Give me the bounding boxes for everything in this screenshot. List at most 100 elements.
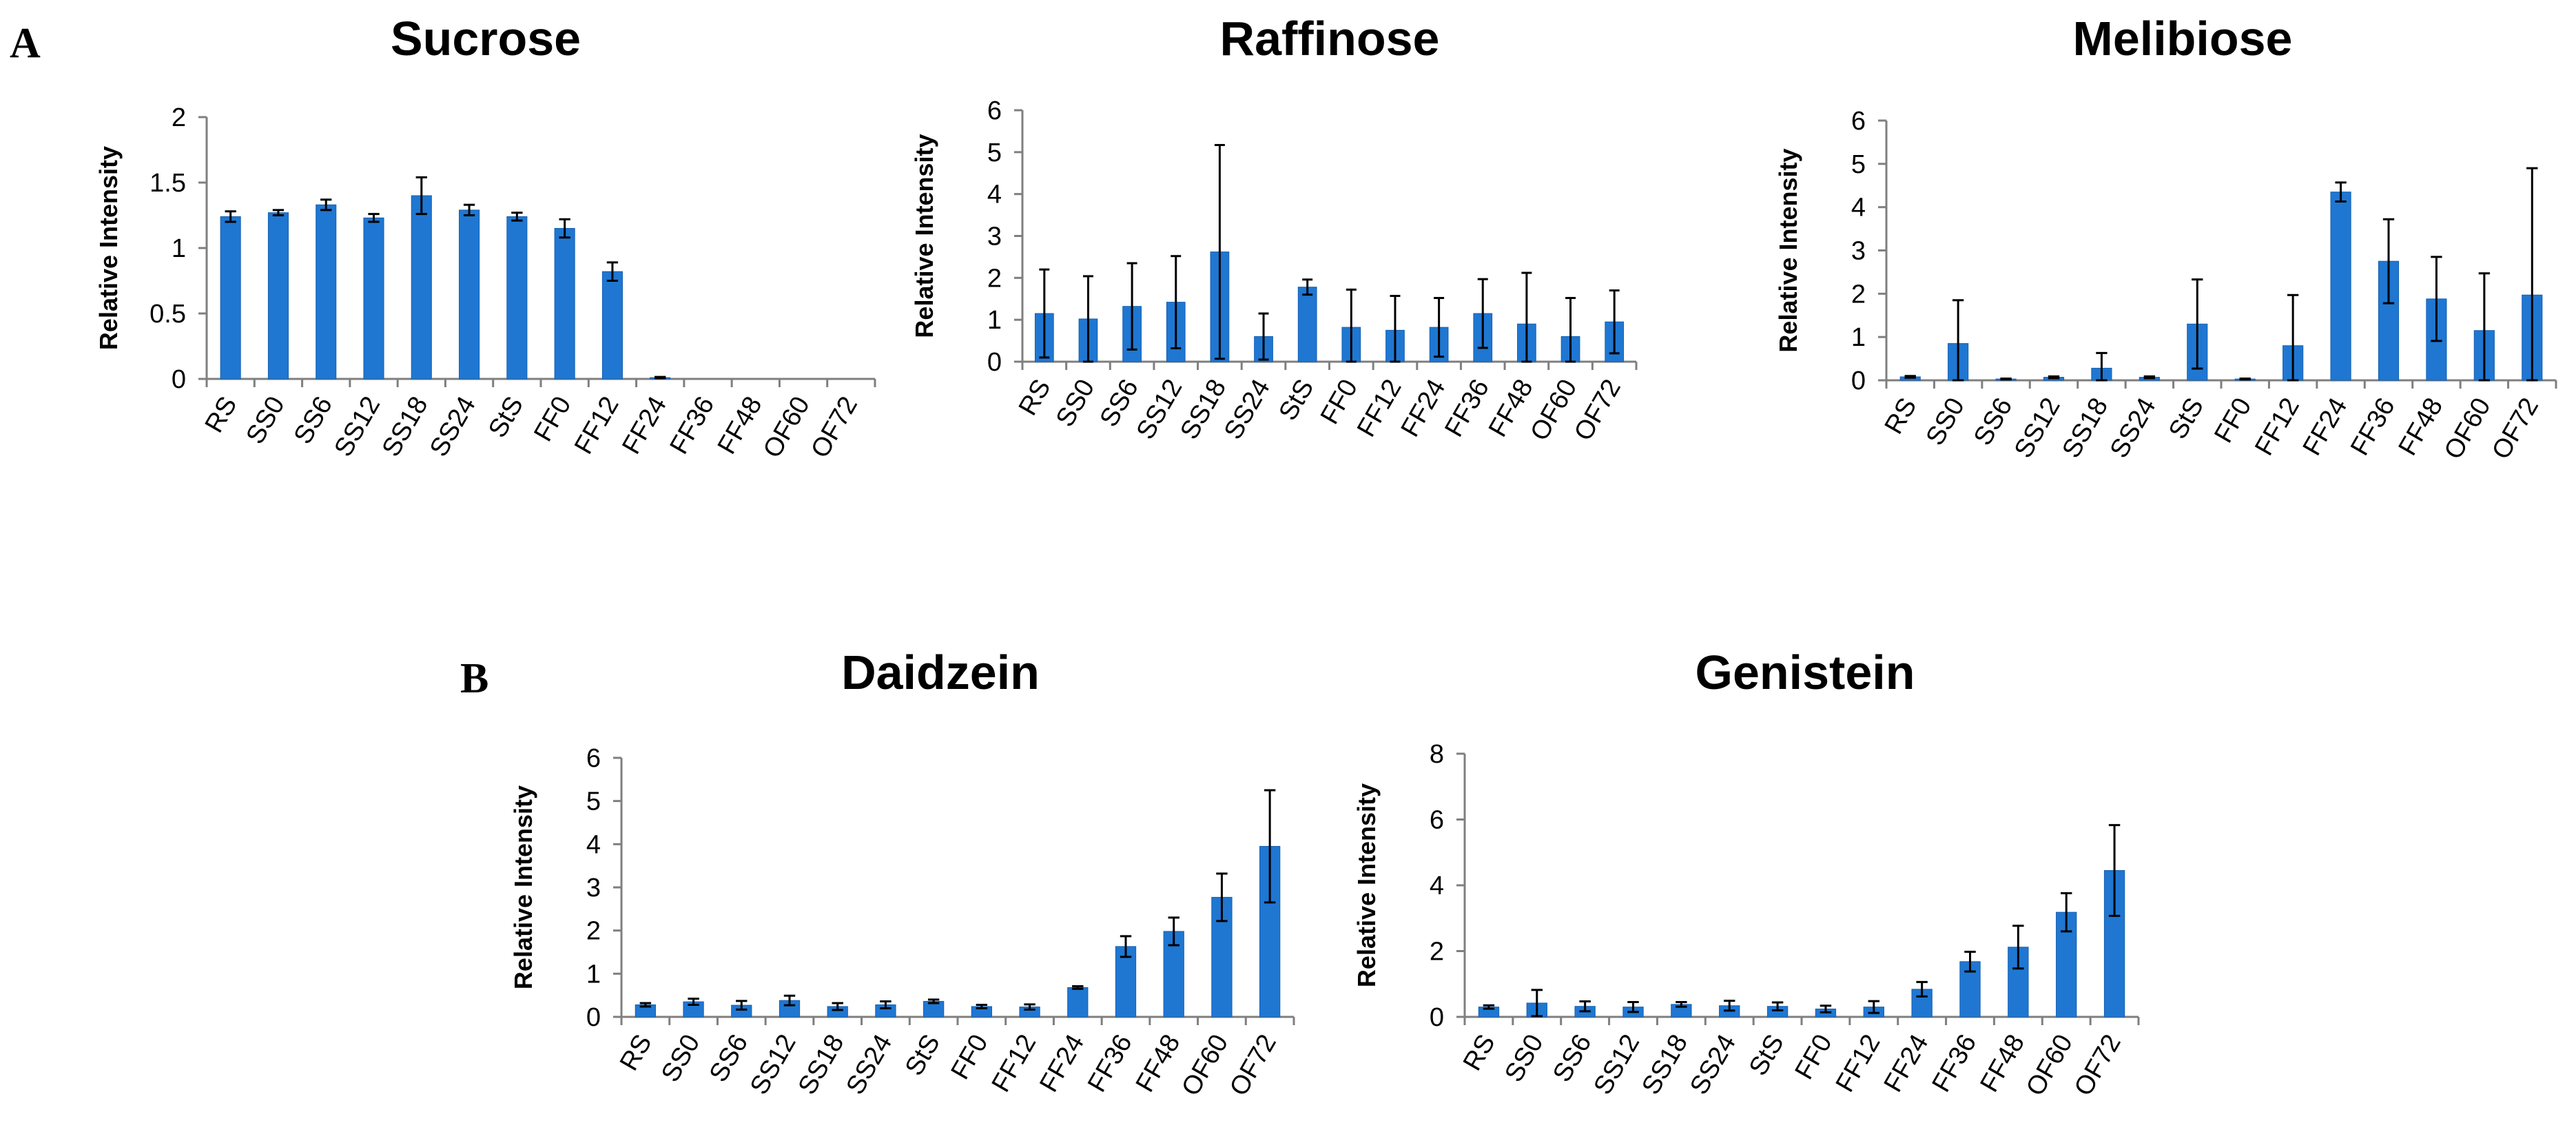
x-tick-label-melibiose-ff12: FF12 <box>2249 393 2305 461</box>
x-tick-label-sucrose-ff12: FF12 <box>569 392 625 460</box>
x-tick-label-genistein-ss6: SS6 <box>1547 1030 1597 1087</box>
error-bar-raffinose-ss12 <box>1171 255 1182 350</box>
x-tick-label-sucrose-ss0: SS0 <box>240 392 290 449</box>
x-tick-label-raffinose-ss0: SS0 <box>1051 375 1100 432</box>
x-tick-label-raffinose-ff24: FF24 <box>1396 375 1452 442</box>
chart-title-genistein: Genistein <box>1696 646 1915 699</box>
chart-title-raffinose: Raffinose <box>1220 12 1440 65</box>
x-tick-label-daidzein-ss12: SS12 <box>745 1030 802 1100</box>
x-tick-label-sucrose-ff36: FF36 <box>665 392 721 460</box>
error-bar-daidzein-ff12 <box>1024 1003 1035 1011</box>
error-bar-genistein-ff48 <box>2012 925 2024 970</box>
x-tick-label-melibiose-of72: OF72 <box>2486 393 2544 464</box>
error-bar-sucrose-sts <box>511 212 523 222</box>
y-axis-label-raffinose: Relative Intensity <box>910 134 938 338</box>
bar-raffinose-sts <box>1297 287 1317 362</box>
x-tick-label-melibiose-ff0: FF0 <box>2209 393 2257 449</box>
bar-sucrose-rs <box>220 216 241 380</box>
x-tick-label-sucrose-ff24: FF24 <box>617 392 672 460</box>
y-tick-label-melibiose: 0 <box>1851 367 1866 395</box>
error-bar-melibiose-rs <box>1904 375 1916 379</box>
y-tick-label-melibiose: 4 <box>1851 194 1866 223</box>
chart-title-sucrose: Sucrose <box>391 12 581 65</box>
error-bar-raffinose-ff12 <box>1390 294 1401 363</box>
x-tick-label-genistein-ff36: FF36 <box>1927 1030 1983 1097</box>
y-tick-label-daidzein: 3 <box>586 874 601 903</box>
error-bar-sucrose-ss18 <box>415 176 427 216</box>
error-bar-genistein-ff24 <box>1916 980 1928 998</box>
error-bar-sucrose-ff24 <box>655 375 666 380</box>
x-tick-label-genistein-ss18: SS18 <box>1636 1030 1693 1100</box>
error-bar-raffinose-ff48 <box>1521 271 1532 363</box>
error-bar-melibiose-ss24 <box>2143 375 2156 380</box>
x-tick-label-daidzein-ff24: FF24 <box>1034 1030 1090 1097</box>
y-tick-label-genistein: 6 <box>1430 806 1444 835</box>
error-bar-melibiose-ff0 <box>2239 377 2251 381</box>
error-bar-daidzein-of60 <box>1216 872 1228 922</box>
x-tick-label-melibiose-sts: StS <box>2163 393 2209 444</box>
x-tick-label-genistein-of60: OF60 <box>2021 1030 2079 1101</box>
y-tick-label-raffinose: 1 <box>987 306 1002 335</box>
bar-sucrose-ss12 <box>363 217 384 380</box>
error-bar-genistein-ss12 <box>1627 1001 1639 1013</box>
y-tick-label-daidzein: 2 <box>586 917 601 946</box>
error-bar-melibiose-ss0 <box>1952 299 1964 382</box>
x-tick-label-sucrose-ss24: SS24 <box>424 392 482 462</box>
x-tick-label-raffinose-of72: OF72 <box>1569 375 1627 446</box>
error-bar-genistein-ss24 <box>1723 1000 1735 1012</box>
x-tick-label-genistein-ss24: SS24 <box>1684 1030 1742 1100</box>
x-tick-label-daidzein-ff0: FF0 <box>945 1030 993 1085</box>
x-tick-label-melibiose-rs: RS <box>1879 393 1923 440</box>
x-tick-label-raffinose-ss24: SS24 <box>1219 375 1276 445</box>
error-bar-melibiose-sts <box>2192 278 2203 370</box>
x-tick-label-raffinose-ss18: SS18 <box>1175 375 1232 445</box>
x-tick-label-raffinose-sts: StS <box>1273 375 1319 426</box>
error-bar-genistein-ss18 <box>1676 1001 1687 1008</box>
x-tick-label-daidzein-sts: StS <box>900 1030 946 1081</box>
x-tick-label-daidzein-ss6: SS6 <box>704 1030 754 1087</box>
x-tick-label-melibiose-of60: OF60 <box>2439 393 2497 464</box>
x-tick-label-genistein-of72: OF72 <box>2069 1030 2127 1101</box>
error-bar-sucrose-ss24 <box>463 203 475 216</box>
x-tick-label-melibiose-ss18: SS18 <box>2057 393 2114 464</box>
y-tick-label-raffinose: 6 <box>987 96 1002 125</box>
bar-daidzein-ff36 <box>1115 946 1137 1018</box>
y-tick-label-raffinose: 2 <box>987 264 1002 293</box>
error-bar-daidzein-ff48 <box>1168 916 1179 947</box>
x-tick-label-sucrose-ss18: SS18 <box>377 392 434 462</box>
x-tick-label-daidzein-ss0: SS0 <box>656 1030 705 1087</box>
x-tick-label-daidzein-ff36: FF36 <box>1082 1030 1138 1097</box>
y-tick-label-daidzein: 5 <box>586 787 601 816</box>
error-bar-raffinose-ss0 <box>1082 275 1093 363</box>
bar-sucrose-ss24 <box>459 209 480 380</box>
error-bar-daidzein-ff0 <box>976 1003 988 1009</box>
x-tick-label-genistein-rs: RS <box>1458 1030 1501 1076</box>
error-bar-daidzein-ss6 <box>736 1000 748 1011</box>
x-tick-label-raffinose-ss12: SS12 <box>1131 375 1188 445</box>
x-tick-label-melibiose-ss12: SS12 <box>2009 393 2066 464</box>
error-bar-sucrose-ff12 <box>606 261 619 282</box>
x-tick-label-sucrose-of60: OF60 <box>758 392 816 463</box>
y-tick-label-genistein: 2 <box>1430 938 1444 967</box>
x-tick-label-raffinose-rs: RS <box>1013 375 1057 421</box>
error-bar-daidzein-ss12 <box>783 994 796 1007</box>
y-tick-label-melibiose: 3 <box>1851 237 1866 266</box>
y-tick-label-daidzein: 0 <box>586 1003 601 1032</box>
chart-genistein: Genistein Relative Intensity 0 2 4 6 8 RSSS0SS6… <box>1352 646 2140 1101</box>
error-bar-daidzein-sts <box>927 998 940 1004</box>
y-tick-label-sucrose: 2 <box>172 103 186 132</box>
error-bar-daidzein-ff24 <box>1072 985 1084 990</box>
error-bar-daidzein-ss18 <box>832 1002 843 1011</box>
error-bar-genistein-sts <box>1771 1001 1784 1011</box>
error-bar-genistein-ff12 <box>1868 1000 1880 1014</box>
y-axis-label-sucrose: Relative Intensity <box>94 146 123 350</box>
x-tick-label-melibiose-ff36: FF36 <box>2345 393 2401 461</box>
x-tick-label-melibiose-ss6: SS6 <box>1968 393 2018 451</box>
panel-label-b: B <box>460 655 489 702</box>
bar-sucrose-ff0 <box>554 228 575 380</box>
error-bar-sucrose-ss0 <box>272 209 285 216</box>
